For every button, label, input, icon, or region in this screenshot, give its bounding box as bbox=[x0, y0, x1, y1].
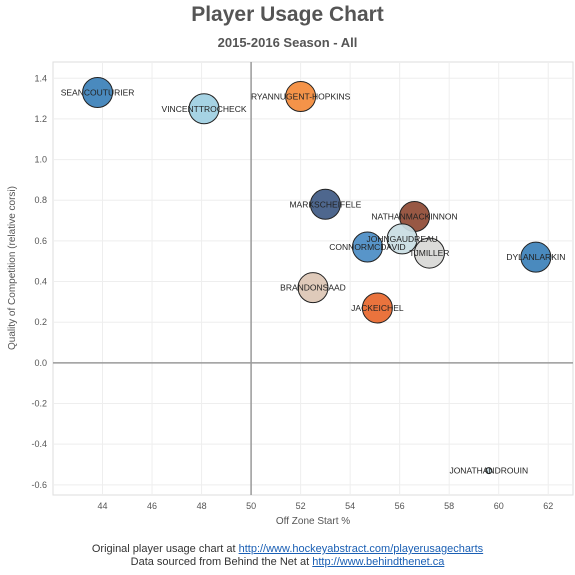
x-tick-label: 44 bbox=[98, 501, 108, 511]
x-tick-label: 54 bbox=[345, 501, 355, 511]
point-markscheifele[interactable] bbox=[309, 188, 341, 220]
footer-data-source: Data sourced from Behind the Net at http… bbox=[0, 556, 575, 568]
x-tick-label: 46 bbox=[147, 501, 157, 511]
point-connormcdavid[interactable] bbox=[351, 231, 383, 263]
point-tjmiller[interactable] bbox=[413, 237, 445, 269]
x-tick-label: 56 bbox=[395, 501, 405, 511]
point-jonathandrouin[interactable] bbox=[485, 467, 493, 475]
y-tick-label: 1.4 bbox=[34, 73, 47, 83]
point-label: VINCENTTROCHECK bbox=[162, 104, 247, 114]
footer-original-chart: Original player usage chart at http://ww… bbox=[0, 543, 575, 555]
point-label: NATHANMACKINNON bbox=[371, 211, 457, 221]
y-tick-label: 1.2 bbox=[34, 114, 47, 124]
point-label: MARKSCHEIFELE bbox=[289, 199, 361, 209]
y-tick-label: 0.6 bbox=[34, 236, 47, 246]
hockeyabstract-link[interactable]: http://www.hockeyabstract.com/playerusag… bbox=[238, 543, 484, 555]
point-labels: SEANCOUTURIER VINCENTTROCHECK RYANNUGENT-H… bbox=[61, 87, 566, 475]
point-label: JOHNGAUDREAU bbox=[366, 234, 437, 244]
x-tick-label: 60 bbox=[494, 501, 504, 511]
x-tick-label: 50 bbox=[246, 501, 256, 511]
chart-subtitle: 2015-2016 Season - All bbox=[217, 35, 358, 50]
point-label: BRANDONSAAD bbox=[280, 283, 346, 293]
reference-lines bbox=[53, 62, 573, 495]
point-label: RYANNUGENT-HOPKINS bbox=[251, 92, 351, 102]
behindthenet-link[interactable]: http://www.behindthenet.ca bbox=[312, 556, 445, 568]
y-tick-label: 0.2 bbox=[34, 317, 47, 327]
y-tick-label: -0.2 bbox=[31, 399, 47, 409]
y-tick-label: 0.4 bbox=[34, 277, 47, 287]
point-seancouturier[interactable] bbox=[82, 76, 114, 108]
point-label: TJMILLER bbox=[409, 248, 449, 258]
x-tick-label: 58 bbox=[444, 501, 454, 511]
x-tick-label: 52 bbox=[296, 501, 306, 511]
point-label: JACKEICHEL bbox=[351, 303, 404, 313]
data-points bbox=[82, 76, 552, 475]
y-tick-label: -0.6 bbox=[31, 480, 47, 490]
point-ryannugent-hopkins[interactable] bbox=[285, 81, 317, 113]
y-tick-label: -0.4 bbox=[31, 439, 47, 449]
axis-ticks: 44 46 48 50 52 54 56 58 60 62 1.4 1.2 1.0 0.8 0.6 0.4 0.… bbox=[31, 73, 553, 511]
point-johngaudreau[interactable] bbox=[386, 223, 418, 255]
chart-title: Player Usage Chart bbox=[191, 3, 384, 26]
point-label: SEANCOUTURIER bbox=[61, 87, 135, 97]
y-tick-label: 1.0 bbox=[34, 155, 47, 165]
y-tick-label: 0.8 bbox=[34, 195, 47, 205]
y-tick-label: 0.0 bbox=[34, 358, 47, 368]
point-vincenttrocheck[interactable] bbox=[188, 93, 220, 125]
point-label: DYLANLARKIN bbox=[506, 252, 565, 262]
point-label: JONATHANDROUIN bbox=[449, 466, 528, 476]
x-tick-label: 48 bbox=[197, 501, 207, 511]
point-label: CONNORMCDAVID bbox=[329, 242, 405, 252]
point-jackeichel[interactable] bbox=[361, 292, 393, 324]
x-tick-label: 62 bbox=[543, 501, 553, 511]
point-brandonsaad[interactable] bbox=[297, 272, 329, 304]
footer-original-text: Original player usage chart at bbox=[91, 543, 239, 555]
x-axis-label: Off Zone Start % bbox=[276, 516, 350, 527]
footer-source-text: Data sourced from Behind the Net at bbox=[130, 556, 313, 568]
y-axis-label: Quality of Competition (relative corsi) bbox=[7, 186, 18, 350]
point-dylanlarkin[interactable] bbox=[520, 241, 552, 273]
